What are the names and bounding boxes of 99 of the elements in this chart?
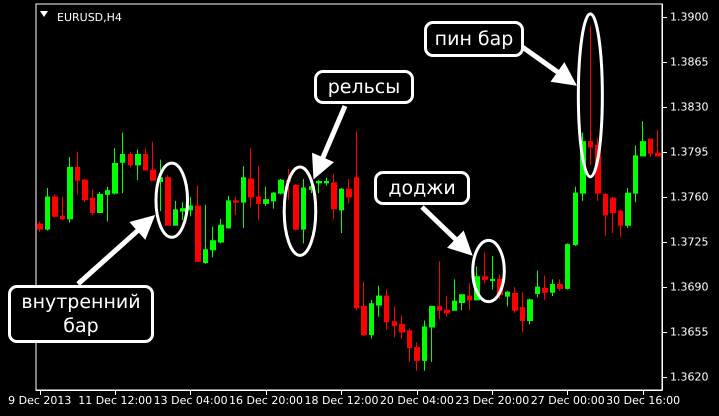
candlestick bbox=[112, 148, 118, 195]
candlestick bbox=[150, 141, 156, 181]
candlestick bbox=[256, 166, 261, 221]
candlestick bbox=[625, 187, 631, 228]
annotation: внутренний бар bbox=[8, 285, 154, 343]
annotation: доджи bbox=[374, 171, 470, 205]
candlestick bbox=[392, 306, 397, 338]
candlestick bbox=[346, 178, 352, 204]
candlestick bbox=[573, 186, 578, 246]
candlestick bbox=[339, 187, 344, 234]
candlestick bbox=[67, 156, 73, 224]
candlestick bbox=[263, 186, 269, 207]
y-tick-label: 1.3725 bbox=[670, 236, 708, 249]
candlestick bbox=[505, 290, 510, 307]
candlestick bbox=[301, 178, 306, 244]
annotation: пин бар bbox=[424, 21, 524, 57]
candlestick bbox=[203, 204, 208, 264]
candlestick bbox=[361, 281, 367, 336]
candlestick bbox=[535, 270, 540, 298]
candlestick bbox=[550, 278, 555, 297]
candlestick bbox=[210, 226, 216, 258]
candlestick bbox=[369, 299, 374, 340]
y-tick-label: 1.3620 bbox=[670, 370, 708, 384]
candlestick bbox=[241, 166, 246, 228]
candlestick bbox=[143, 148, 148, 170]
x-tick-label: 9 Dec 2013 bbox=[8, 394, 72, 407]
candlestick bbox=[293, 184, 299, 231]
candlestick bbox=[452, 278, 457, 311]
candlestick bbox=[37, 220, 43, 232]
candlestick bbox=[459, 294, 465, 311]
candlestick bbox=[542, 274, 548, 300]
candlestick bbox=[640, 120, 646, 156]
candlestick bbox=[603, 192, 608, 236]
text: EURUSD,H4 bbox=[57, 11, 122, 24]
candlestick bbox=[384, 289, 389, 330]
candlestick bbox=[354, 130, 359, 311]
x-tick-label: 27 Dec 00:00 bbox=[530, 394, 605, 407]
x-tick-label: 30 Dec 16:00 bbox=[606, 394, 680, 407]
candlestick bbox=[324, 177, 329, 186]
candlestick bbox=[105, 186, 110, 222]
candlestick bbox=[82, 178, 88, 203]
candlestick bbox=[180, 202, 186, 221]
candlestick bbox=[437, 260, 442, 320]
candlestick bbox=[226, 195, 231, 228]
candlestick bbox=[376, 285, 382, 318]
candlestick bbox=[128, 151, 133, 168]
x-tick-label: 16 Dec 20:00 bbox=[229, 394, 304, 407]
y-tick-label: 1.3795 bbox=[670, 145, 708, 158]
candlestick bbox=[422, 320, 427, 372]
candlestick bbox=[173, 200, 178, 226]
candlestick bbox=[399, 314, 405, 340]
candlestick bbox=[648, 138, 653, 158]
candlestick bbox=[278, 178, 284, 195]
candlestick bbox=[490, 256, 495, 290]
y-tick-label: 1.3760 bbox=[670, 190, 708, 204]
candlestick bbox=[407, 328, 412, 362]
candlestick bbox=[52, 194, 58, 218]
x-tick-label: 23 Dec 20:00 bbox=[455, 394, 530, 407]
candlestick bbox=[165, 174, 171, 226]
candlestick bbox=[414, 342, 420, 372]
candlestick bbox=[271, 191, 276, 210]
candlestick bbox=[633, 145, 638, 203]
annotation: рельсы bbox=[314, 70, 414, 104]
candlestick bbox=[444, 296, 450, 318]
y-tick-label: 1.3690 bbox=[670, 280, 708, 294]
candlestick bbox=[218, 218, 224, 244]
candlestick bbox=[512, 286, 518, 314]
candlestick bbox=[429, 306, 435, 362]
x-tick-label: 18 Dec 12:00 bbox=[304, 394, 378, 407]
y-tick-label: 1.3900 bbox=[670, 10, 708, 24]
y-tick-label: 1.3655 bbox=[670, 326, 708, 339]
y-tick-label: 1.3830 bbox=[670, 100, 708, 114]
x-tick-label: 13 Dec 04:00 bbox=[154, 394, 228, 407]
candlestick bbox=[610, 196, 616, 234]
candlestick bbox=[482, 252, 488, 284]
candlestick bbox=[248, 148, 254, 208]
candlestick bbox=[188, 196, 193, 217]
candlestick bbox=[60, 196, 65, 221]
candlestick bbox=[45, 187, 50, 231]
candlestick bbox=[520, 292, 525, 333]
candlestick bbox=[233, 196, 239, 216]
candlestick bbox=[331, 173, 337, 220]
candlestick bbox=[75, 151, 80, 195]
y-tick-label: 1.3865 bbox=[670, 55, 708, 68]
x-tick-label: 11 Dec 12:00 bbox=[78, 394, 152, 407]
candlestick bbox=[527, 298, 533, 325]
candlestick bbox=[655, 130, 661, 156]
candlestick bbox=[565, 242, 570, 290]
candlestick bbox=[557, 278, 563, 292]
candlestick bbox=[588, 25, 593, 166]
candlestick bbox=[135, 148, 141, 181]
candlestick bbox=[120, 132, 125, 194]
candlestick bbox=[97, 191, 103, 213]
candlestick bbox=[316, 180, 322, 194]
candlestick bbox=[90, 188, 95, 216]
candlestick bbox=[195, 184, 201, 262]
candlestick bbox=[618, 209, 623, 238]
candlestick bbox=[467, 282, 472, 311]
x-tick-label: 20 Dec 04:00 bbox=[380, 394, 454, 407]
